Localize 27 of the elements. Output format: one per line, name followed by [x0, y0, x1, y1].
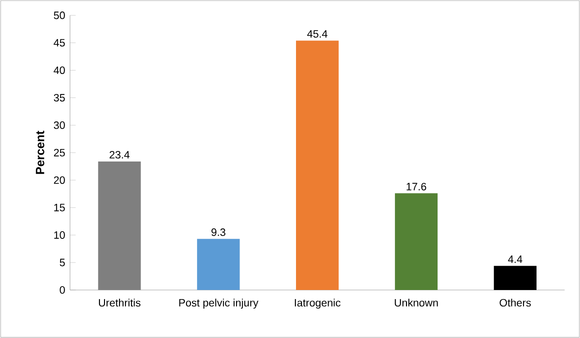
- bar: [98, 161, 141, 290]
- x-tick-label: Unknown: [394, 298, 438, 307]
- y-tick-label: 50: [54, 12, 65, 20]
- data-label: 4.4: [508, 256, 522, 263]
- y-tick-label: 35: [54, 94, 65, 102]
- y-axis-title: Percent: [36, 130, 44, 174]
- bar: [394, 193, 438, 290]
- data-label: 23.4: [110, 150, 130, 159]
- y-tick-label: 40: [54, 66, 65, 74]
- y-tick-label: 5: [60, 258, 65, 266]
- x-tick-label: Urethritis: [98, 298, 140, 307]
- data-label: 9.3: [211, 228, 226, 236]
- bar: [296, 40, 339, 290]
- bar: [197, 238, 240, 290]
- bar: [494, 266, 537, 290]
- data-label: 17.6: [406, 182, 426, 190]
- y-tick-label: 10: [54, 231, 65, 239]
- data-label: 45.4: [307, 30, 328, 38]
- x-tick-label: Others: [500, 298, 531, 307]
- x-tick-label: Post pelvic injury: [179, 298, 258, 309]
- y-tick-label: 30: [54, 121, 65, 129]
- x-tick-label: Iatrogenic: [294, 298, 340, 309]
- y-tick-label: 25: [54, 148, 65, 156]
- y-tick-label: 45: [54, 39, 65, 47]
- y-tick-label: 15: [54, 204, 65, 212]
- y-tick-label: 0: [60, 286, 65, 294]
- y-tick-label: 20: [54, 176, 65, 184]
